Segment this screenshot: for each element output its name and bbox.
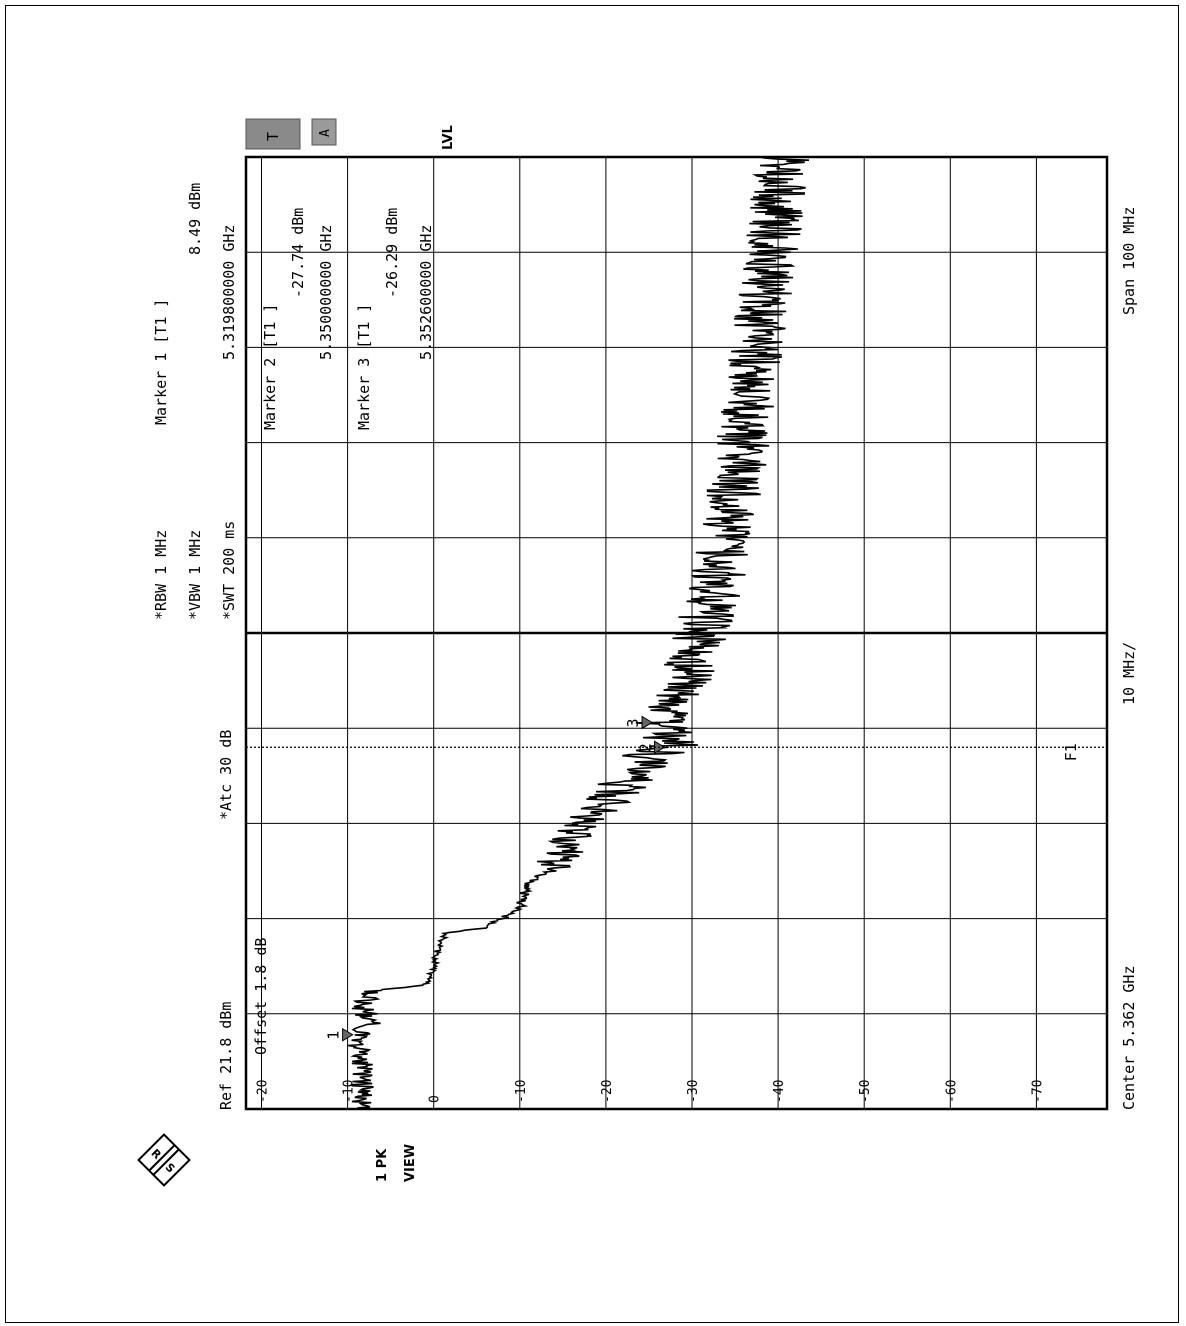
header-labels: Ref 21.8 dBm Offset 1.8 dB *Atc 30 dB *R… (152, 183, 270, 1110)
marker-triangle (342, 1027, 354, 1042)
div-label: 10 MHz/ (1120, 642, 1138, 705)
a-box (311, 118, 337, 146)
y-tick-label: -60 (944, 1080, 959, 1103)
marker-table: Marker 2 [T1 ] -27.74 dBm 5.350000000 GH… (261, 208, 435, 430)
y-tick-label: -10 (514, 1080, 529, 1103)
atten-label: *Atc 30 dB (217, 730, 235, 820)
f1-line-marker: F1 (246, 743, 1107, 761)
y-tick-labels: -70 -60 -50 -40 -30 -20 -10 0 -10 -20 (255, 1080, 1045, 1103)
marker2-freq: 5.350000000 GHz (317, 225, 335, 360)
center-label: Center 5.362 GHz (1120, 966, 1138, 1111)
y-tick-label: -40 (772, 1080, 787, 1103)
marker3-title: Marker 3 [T1 ] (355, 304, 373, 430)
marker3-freq: 5.352600000 GHz (417, 225, 435, 360)
marker-triangle (641, 715, 654, 730)
y-tick-label: 0 (428, 1095, 443, 1103)
status-boxes: T A (245, 118, 337, 150)
rbw-label: *RBW 1 MHz (152, 530, 170, 620)
side-labels: 1 PK VIEW LVL (375, 125, 456, 1182)
y-tick-label: -10 (342, 1080, 357, 1103)
t-box-label: T (264, 132, 282, 141)
marker-label: 2 (637, 743, 655, 752)
marker-label: 1 (325, 1031, 343, 1040)
trace-label: 1 PK (375, 1148, 390, 1182)
view-label: VIEW (403, 1144, 418, 1182)
marker3-level: -26.29 dBm (383, 208, 401, 298)
f1-label: F1 (1062, 743, 1080, 761)
marker2-level: -27.74 dBm (289, 208, 307, 298)
footer-labels: Center 5.362 GHz 10 MHz/ Span 100 MHz (1120, 207, 1138, 1110)
y-tick-label: -50 (858, 1080, 873, 1103)
marker2-title: Marker 2 [T1 ] (261, 304, 279, 430)
marker1-title: Marker 1 [T1 ] (152, 299, 170, 425)
y-tick-label: -20 (255, 1080, 270, 1103)
y-tick-label: -20 (600, 1080, 615, 1103)
rs-logo: R S (137, 1133, 191, 1187)
a-box-label: A (318, 129, 333, 137)
swt-label: *SWT 200 ms (220, 521, 238, 620)
offset-label: Offset 1.8 dB (252, 938, 270, 1055)
ref-label: Ref 21.8 dBm (217, 1002, 235, 1110)
grid (244, 155, 1109, 1111)
marker1-level: 8.49 dBm (186, 183, 204, 255)
page-border (5, 5, 1179, 1323)
series-trace (347, 156, 810, 1110)
y-tick-label: -70 (1030, 1080, 1045, 1103)
vbw-label: *VBW 1 MHz (186, 530, 204, 620)
t-box (245, 118, 301, 150)
marker1-freq: 5.319800000 GHz (220, 225, 238, 360)
lvl-label: LVL (441, 125, 456, 150)
y-tick-label: -30 (686, 1080, 701, 1103)
marker-label: 3 (624, 718, 642, 727)
span-label: Span 100 MHz (1120, 207, 1138, 315)
